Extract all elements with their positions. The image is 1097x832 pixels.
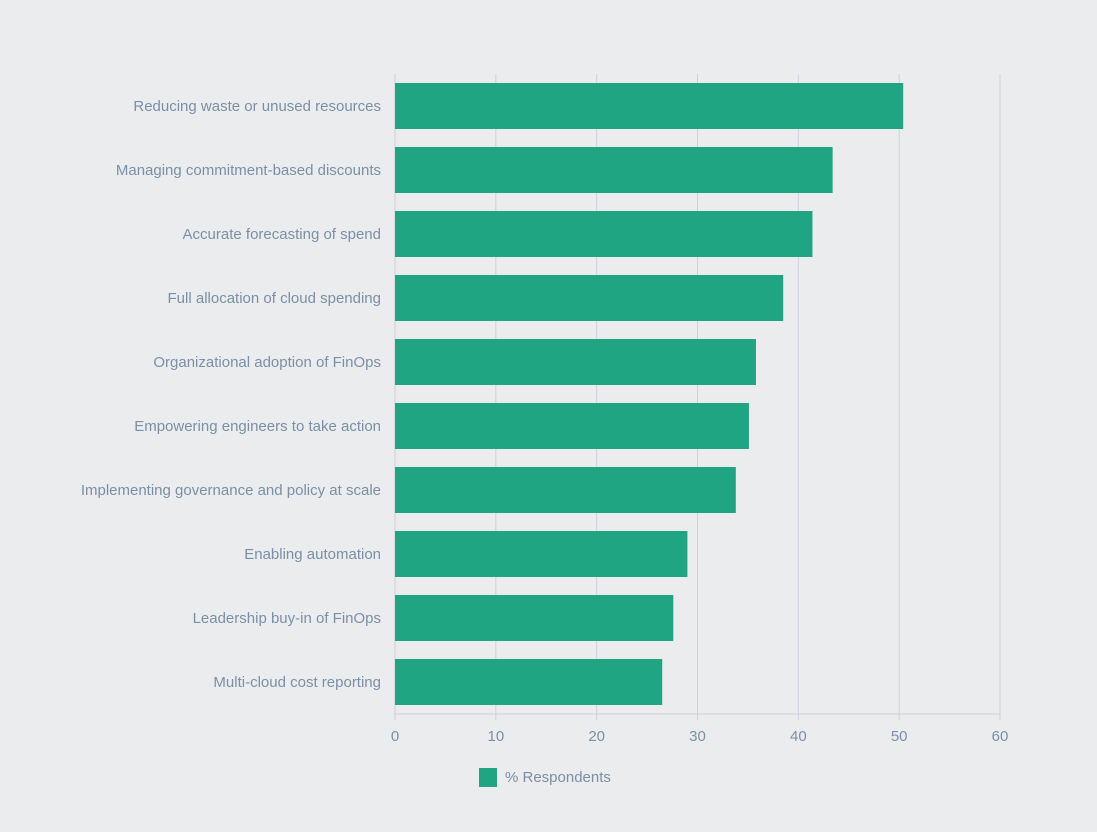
x-tick-label: 30 — [689, 728, 706, 745]
category-label: Organizational adoption of FinOps — [153, 354, 381, 371]
category-label: Implementing governance and policy at sc… — [81, 482, 381, 499]
category-label: Reducing waste or unused resources — [133, 98, 381, 115]
bar[interactable] — [395, 531, 688, 577]
legend[interactable]: % Respondents — [479, 768, 611, 787]
x-axis-tick-labels: 0 10 20 30 40 50 60 — [391, 728, 1009, 745]
legend-swatch[interactable] — [479, 768, 497, 787]
category-label: Empowering engineers to take action — [134, 418, 381, 435]
x-tick-label: 20 — [588, 728, 605, 745]
bar[interactable] — [395, 659, 663, 705]
category-label: Accurate forecasting of spend — [183, 226, 381, 243]
category-label: Multi-cloud cost reporting — [213, 674, 381, 691]
bar[interactable] — [395, 595, 674, 641]
bars — [395, 83, 904, 705]
bar[interactable] — [395, 403, 749, 449]
bar[interactable] — [395, 211, 813, 257]
bar[interactable] — [395, 275, 784, 321]
category-label: Enabling automation — [244, 546, 381, 563]
category-label: Leadership buy-in of FinOps — [193, 610, 381, 627]
legend-label[interactable]: % Respondents — [505, 769, 611, 786]
x-tick-label: 50 — [891, 728, 908, 745]
x-tick-label: 0 — [391, 728, 399, 745]
category-labels: Reducing waste or unused resources Managi… — [81, 98, 381, 691]
bar[interactable] — [395, 467, 736, 513]
bar[interactable] — [395, 147, 833, 193]
category-label: Managing commitment-based discounts — [116, 162, 381, 179]
bar[interactable] — [395, 83, 904, 129]
bar[interactable] — [395, 339, 756, 385]
x-tick-label: 40 — [790, 728, 807, 745]
category-label: Full allocation of cloud spending — [168, 290, 381, 307]
x-tick-label: 10 — [487, 728, 504, 745]
x-tick-label: 60 — [992, 728, 1009, 745]
